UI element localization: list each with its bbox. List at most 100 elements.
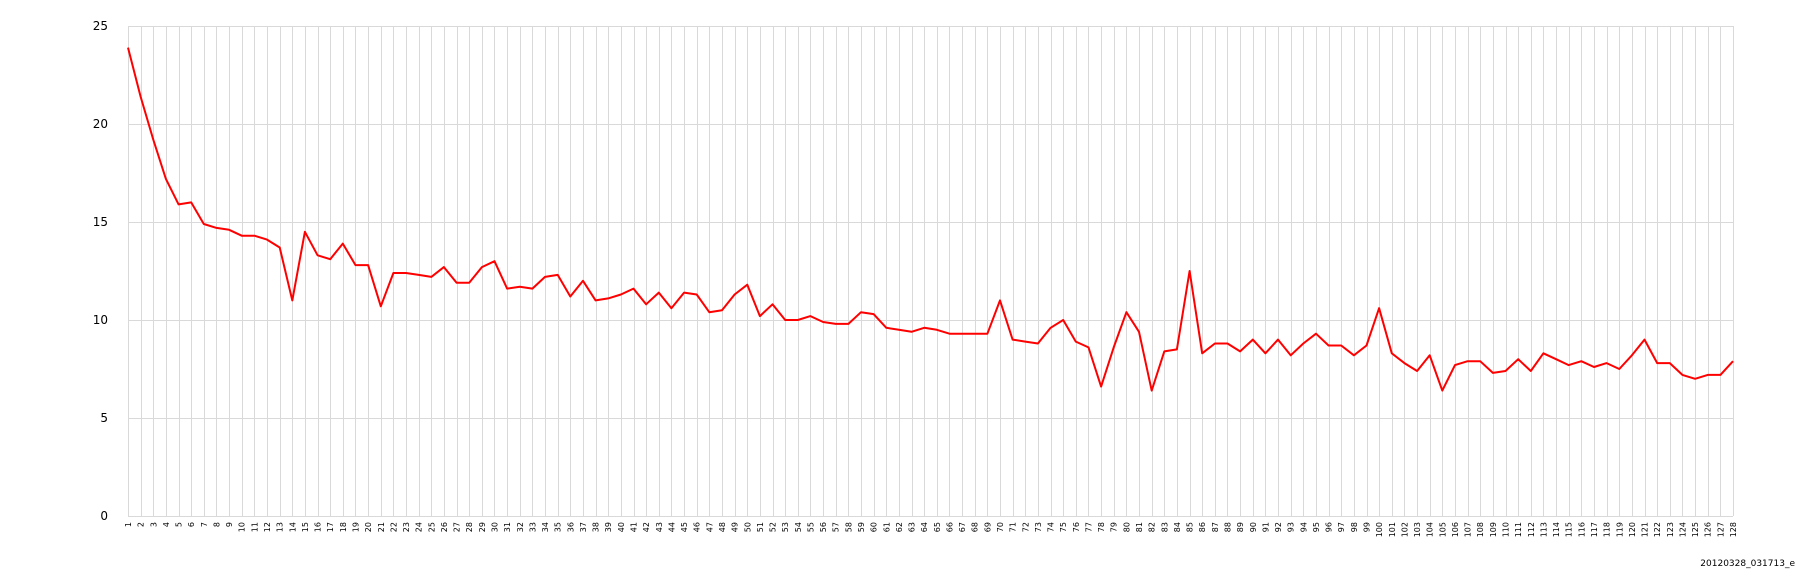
x-tick-label: 15 [301,522,310,532]
x-tick-label: 86 [1198,522,1207,532]
x-tick-label: 115 [1565,522,1574,537]
x-tick-label: 62 [895,522,904,532]
x-tick-label: 61 [882,522,891,532]
x-tick-label: 53 [781,522,790,532]
x-tick-label: 39 [604,522,613,532]
x-tick-label: 72 [1021,522,1030,532]
x-tick-label: 65 [933,522,942,532]
x-tick-label: 84 [1173,522,1182,532]
x-tick-label: 81 [1135,522,1144,532]
x-tick-label: 117 [1590,522,1599,537]
x-tick-label: 123 [1666,522,1675,537]
x-tick-label: 119 [1615,522,1624,537]
x-tick-label: 101 [1388,522,1397,537]
x-tick-label: 82 [1148,522,1157,532]
x-tick-label: 67 [958,522,967,532]
x-tick-label: 14 [288,522,297,532]
x-tick-label: 80 [1122,522,1131,532]
x-tick-label: 55 [806,522,815,532]
x-tick-label: 57 [832,522,841,532]
x-tick-label: 24 [415,522,424,532]
x-tick-label: 29 [478,522,487,532]
x-tick-label: 113 [1539,522,1548,537]
series-line [127,47,1734,392]
x-tick-label: 104 [1426,522,1435,537]
x-tick-label: 60 [870,522,879,532]
x-tick-label: 46 [693,522,702,532]
grid [128,26,1734,517]
x-tick-label: 94 [1299,522,1308,532]
x-tick-label: 70 [996,522,1005,532]
x-tick-label: 22 [389,522,398,532]
x-tick-label: 8 [212,522,221,527]
x-tick-label: 114 [1552,522,1561,537]
x-tick-label: 37 [579,522,588,532]
x-tick-label: 26 [440,522,449,532]
x-tick-label: 118 [1603,522,1612,537]
x-tick-label: 58 [844,522,853,532]
x-tick-label: 120 [1628,522,1637,537]
x-tick-label: 98 [1350,522,1359,532]
x-axis-ticks: 1 2 3 4 5 6 7 8 9 10 11 12 13 14 15 16 17 18 19 20 21 22 23 24 2… [124,522,1738,537]
x-tick-label: 20 [364,522,373,532]
x-tick-label: 19 [351,522,360,532]
x-tick-label: 106 [1451,522,1460,537]
x-tick-label: 5 [175,522,184,527]
x-tick-label: 34 [541,522,550,532]
y-tick-label: 5 [100,411,108,425]
y-tick-label: 10 [93,313,108,327]
x-tick-label: 44 [667,522,676,532]
x-tick-label: 41 [630,522,639,532]
x-tick-label: 83 [1160,522,1169,532]
y-tick-label: 25 [93,19,108,33]
x-tick-label: 77 [1084,522,1093,532]
x-tick-label: 111 [1514,522,1523,537]
x-tick-label: 126 [1704,522,1713,537]
x-tick-label: 31 [503,522,512,532]
x-tick-label: 59 [857,522,866,532]
x-tick-label: 32 [516,522,525,532]
x-tick-label: 17 [326,522,335,532]
x-tick-label: 2 [137,522,146,527]
x-tick-label: 90 [1249,522,1258,532]
x-tick-label: 97 [1337,522,1346,532]
x-tick-label: 49 [731,522,740,532]
x-tick-label: 89 [1236,522,1245,532]
x-tick-label: 56 [819,522,828,532]
x-tick-label: 12 [263,522,272,532]
x-tick-label: 3 [149,522,158,527]
x-tick-label: 73 [1034,522,1043,532]
x-tick-label: 35 [554,522,563,532]
x-tick-label: 52 [769,522,778,532]
x-tick-label: 102 [1400,522,1409,537]
series [127,47,1734,392]
x-tick-label: 25 [427,522,436,532]
x-tick-label: 47 [705,522,714,532]
x-tick-label: 1 [124,522,133,527]
x-tick-label: 85 [1186,522,1195,532]
x-tick-label: 64 [920,522,929,532]
x-tick-label: 127 [1716,522,1725,537]
x-tick-label: 109 [1489,522,1498,537]
y-tick-label: 20 [93,117,108,131]
x-tick-label: 21 [377,522,386,532]
x-tick-label: 7 [200,522,209,527]
x-tick-label: 38 [592,522,601,532]
x-tick-label: 121 [1641,522,1650,537]
x-tick-label: 99 [1363,522,1372,532]
x-tick-label: 88 [1223,522,1232,532]
chart-caption: 20120328_031713_e [1700,559,1795,569]
x-tick-label: 48 [718,522,727,532]
x-tick-label: 6 [187,522,196,527]
x-tick-label: 27 [453,522,462,532]
x-tick-label: 50 [743,522,752,532]
x-tick-label: 51 [756,522,765,532]
x-tick-label: 110 [1502,522,1511,537]
x-tick-label: 103 [1413,522,1422,537]
x-tick-label: 4 [162,522,171,527]
x-tick-label: 43 [655,522,664,532]
x-tick-label: 93 [1287,522,1296,532]
x-tick-label: 92 [1274,522,1283,532]
x-tick-label: 124 [1678,522,1687,537]
x-tick-label: 10 [238,522,247,532]
